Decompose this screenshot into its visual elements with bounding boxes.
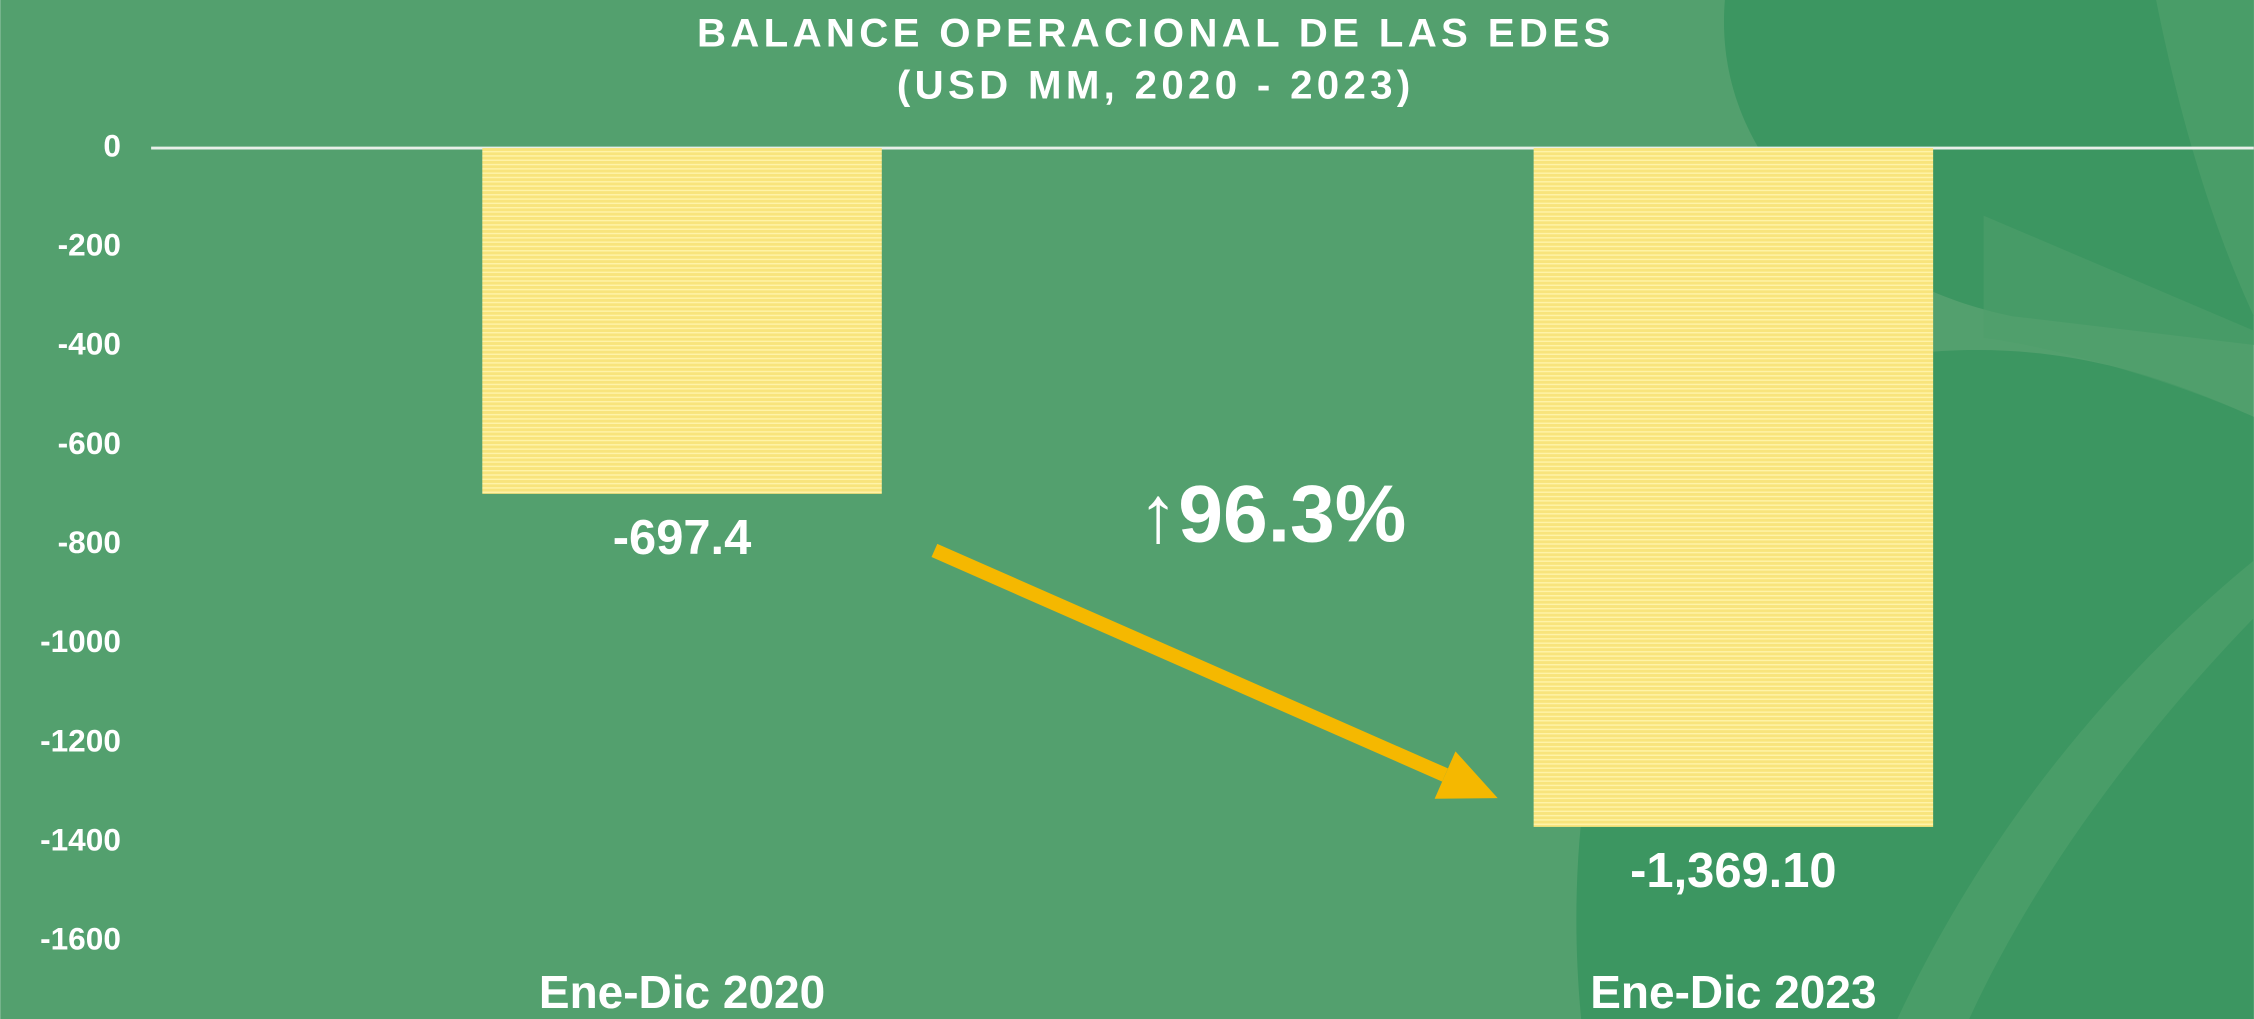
decor-shape <box>2156 0 2254 317</box>
y-tick-label: -1600 <box>40 921 121 957</box>
y-tick-label: -1200 <box>40 722 121 758</box>
decor-shape <box>1723 0 2254 345</box>
y-tick-label: -400 <box>58 326 121 362</box>
bar <box>482 148 882 494</box>
y-tick-label: 0 <box>103 127 121 163</box>
chart-title: BALANCE OPERACIONAL DE LAS EDES <box>697 11 1615 56</box>
chart-subtitle: (USD MM, 2020 - 2023) <box>897 62 1415 107</box>
value-label: -697.4 <box>613 511 752 565</box>
decor-shape <box>1897 560 2254 1019</box>
trend-arrow-head <box>1434 751 1498 799</box>
x-tick-label: Ene-Dic 2023 <box>1590 966 1876 1018</box>
y-tick-label: -200 <box>58 227 121 263</box>
y-tick-label: -1400 <box>40 822 121 858</box>
x-tick-label: Ene-Dic 2020 <box>539 966 825 1018</box>
bar <box>1533 148 1934 827</box>
decor-shape <box>1983 215 2254 417</box>
annotation: ↑96.3% <box>1138 470 1406 560</box>
value-label: -1,369.10 <box>1630 844 1836 898</box>
trend-arrow <box>931 543 1448 782</box>
y-tick-label: -1000 <box>40 623 121 659</box>
y-tick-label: -800 <box>58 524 121 560</box>
y-tick-label: -600 <box>58 425 121 461</box>
